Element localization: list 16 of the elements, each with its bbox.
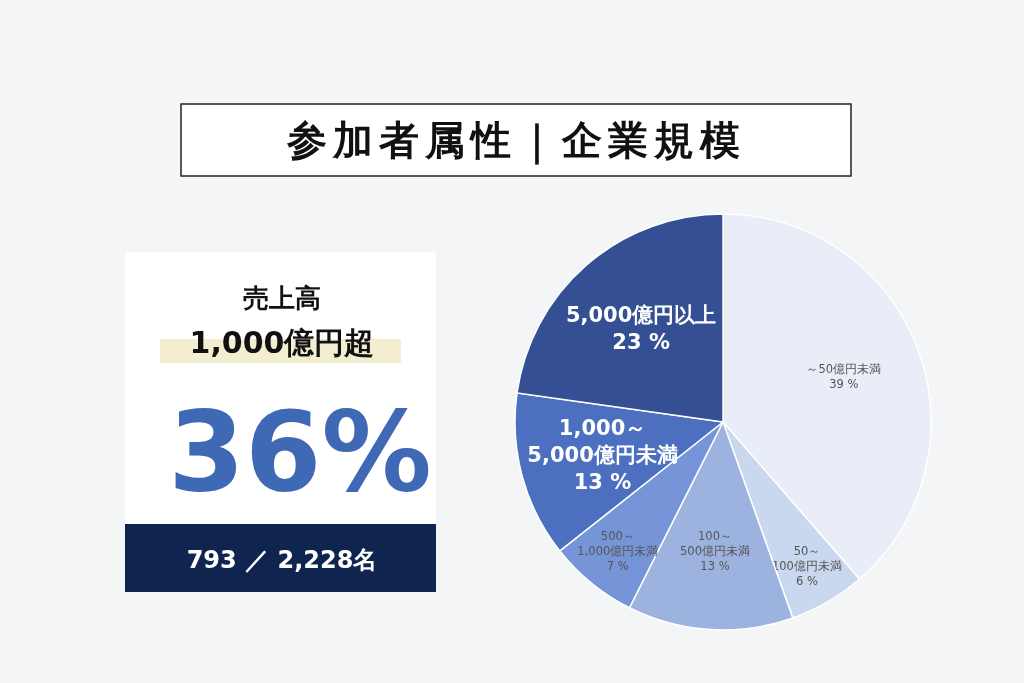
data-label: 13 % — [573, 469, 632, 494]
chart-title: 参加者属性｜企業規模 — [285, 117, 746, 165]
text: 793 ／ 2,228名 — [186, 546, 378, 574]
slice-label: 1,000～5,000億円未満 — [527, 415, 678, 467]
slice-label: 5,000億円以上 — [565, 302, 717, 327]
data-label: 13 % — [700, 558, 730, 573]
slice-label: 500～1,000億円未満 — [577, 528, 659, 558]
data-label: 7 % — [606, 558, 629, 573]
slice-label: 100～500億円未満 — [680, 528, 750, 558]
text: 1,000億円超 — [189, 325, 375, 360]
data-label: 39 % — [829, 377, 859, 392]
slice-label: ～50億円未満 — [806, 362, 882, 377]
text: 36% — [168, 388, 432, 516]
data-label: 6 % — [795, 573, 818, 588]
data-label: 23 % — [612, 329, 670, 354]
text: 売上高 — [243, 283, 321, 313]
